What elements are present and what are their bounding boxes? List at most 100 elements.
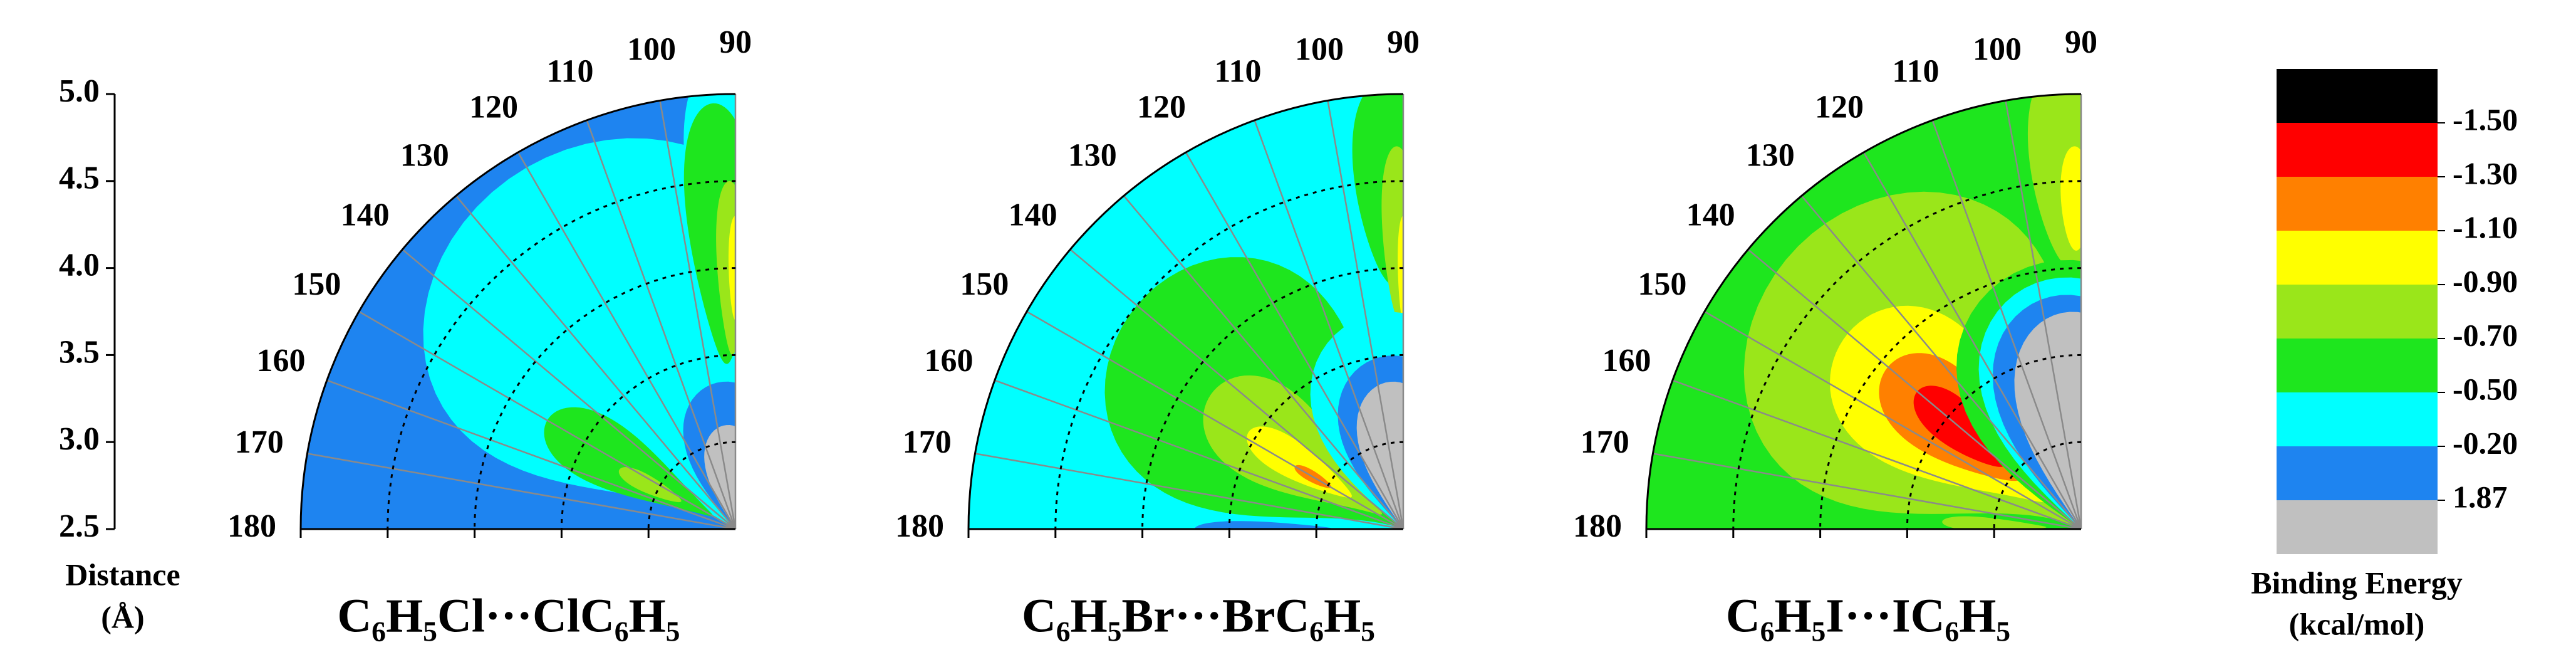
grid-line bbox=[1931, 120, 2082, 530]
r-tick-label: 4.5 bbox=[59, 160, 100, 196]
contour-region bbox=[2014, 312, 2081, 529]
grid-line bbox=[1800, 195, 2082, 530]
colorbar-swatch bbox=[2277, 177, 2438, 231]
angle-tick-label: 140 bbox=[1009, 197, 1057, 233]
colorbar-tick-label: -1.10 bbox=[2453, 209, 2518, 244]
grid-line bbox=[586, 120, 737, 530]
grid-line bbox=[326, 379, 736, 530]
angle-tick-label: 160 bbox=[257, 343, 306, 379]
angle-tick-label: 100 bbox=[1295, 32, 1344, 68]
angle-tick-label: 110 bbox=[546, 53, 593, 89]
angle-tick-label: 120 bbox=[1815, 89, 1864, 125]
r-tick-label: 5.0 bbox=[59, 73, 100, 109]
panel-title: C₆H₅I···IC₆H₅ bbox=[1726, 589, 2010, 642]
grid-line bbox=[358, 310, 736, 530]
angle-tick-label: 180 bbox=[895, 508, 944, 544]
colorbar-tick-label: -0.70 bbox=[2453, 317, 2518, 352]
contour-region bbox=[2060, 146, 2081, 251]
contour-region bbox=[544, 407, 713, 517]
axis-label: (Å) bbox=[101, 599, 144, 634]
axis-label: Distance bbox=[65, 557, 180, 592]
colorbar-tick-label: -0.50 bbox=[2453, 371, 2518, 406]
angle-tick-label: 170 bbox=[235, 424, 284, 460]
contour-region bbox=[704, 425, 735, 529]
outer-arc bbox=[299, 93, 736, 530]
angle-tick-label: 180 bbox=[1573, 508, 1622, 544]
grid-line bbox=[1653, 453, 2082, 530]
angle-tick-label: 140 bbox=[341, 197, 390, 233]
angle-tick-label: 130 bbox=[400, 138, 449, 174]
angle-tick-label: 150 bbox=[1638, 266, 1686, 302]
angle-tick-label: 110 bbox=[1214, 53, 1261, 89]
contour-panel bbox=[301, 94, 735, 529]
angle-tick-label: 90 bbox=[719, 24, 752, 60]
colorbar-title: Binding Energy bbox=[2251, 565, 2463, 600]
grid-circle bbox=[1819, 267, 2082, 530]
colorbar-swatch bbox=[2277, 69, 2438, 123]
angle-tick-label: 150 bbox=[960, 266, 1009, 302]
panel-title: C₆H₅Br···BrC₆H₅ bbox=[1022, 589, 1375, 642]
contour-region bbox=[1356, 381, 1403, 529]
colorbar-tick-label: -1.50 bbox=[2453, 102, 2518, 137]
colorbar-swatch bbox=[2277, 446, 2438, 500]
grid-circle bbox=[474, 267, 736, 530]
grid-line bbox=[1026, 310, 1404, 530]
grid-line bbox=[402, 248, 736, 530]
panel-title: C₆H₅Cl···ClC₆H₅ bbox=[337, 589, 680, 642]
colorbar-tick-label: -1.30 bbox=[2453, 155, 2518, 191]
contour-region bbox=[1194, 521, 1334, 529]
angle-tick-label: 130 bbox=[1746, 138, 1795, 174]
grid-circle bbox=[1732, 180, 2082, 530]
grid-line bbox=[455, 195, 736, 530]
angle-tick-label: 110 bbox=[1892, 53, 1939, 89]
grid-line bbox=[1704, 310, 2082, 530]
r-tick-label: 4.0 bbox=[59, 248, 100, 283]
contour-panel bbox=[1646, 94, 2081, 529]
angle-tick-label: 160 bbox=[925, 343, 974, 379]
grid-circle bbox=[387, 180, 736, 530]
colorbar-tick-label: -0.90 bbox=[2453, 263, 2518, 298]
angle-tick-label: 120 bbox=[469, 89, 518, 125]
grid-line bbox=[994, 379, 1404, 530]
colorbar-tick-label: 1.87 bbox=[2453, 479, 2508, 514]
colorbar-swatch bbox=[2277, 339, 2438, 392]
grid-line bbox=[1327, 100, 1405, 530]
grid-line bbox=[1123, 195, 1404, 530]
outer-arc bbox=[1645, 93, 2082, 530]
grid-circle bbox=[647, 441, 736, 530]
r-tick-label: 3.5 bbox=[59, 334, 100, 370]
colorbar-tick-label: -0.20 bbox=[2453, 425, 2518, 460]
colorbar-swatch bbox=[2277, 123, 2438, 177]
angle-tick-label: 180 bbox=[227, 508, 276, 544]
angle-tick-label: 90 bbox=[1387, 24, 1420, 60]
grid-line bbox=[1862, 152, 2082, 530]
colorbar-swatch bbox=[2277, 231, 2438, 285]
angle-tick-label: 100 bbox=[1973, 32, 2022, 68]
contour-panel bbox=[969, 94, 1403, 529]
grid-circle bbox=[1141, 267, 1404, 530]
outer-arc bbox=[967, 93, 1404, 530]
grid-line bbox=[1254, 120, 1405, 530]
angle-tick-label: 170 bbox=[1581, 424, 1629, 460]
r-tick-label: 2.5 bbox=[59, 508, 100, 544]
grid-line bbox=[1672, 379, 2082, 530]
grid-circle bbox=[1054, 180, 1404, 530]
angle-tick-label: 160 bbox=[1602, 343, 1651, 379]
contour-region bbox=[728, 216, 735, 320]
grid-line bbox=[659, 100, 737, 530]
contour-region bbox=[618, 467, 682, 503]
grid-line bbox=[517, 152, 737, 530]
contour-region bbox=[1942, 516, 2047, 529]
colorbar-swatch bbox=[2277, 285, 2438, 339]
grid-circle bbox=[1993, 441, 2082, 530]
colorbar-swatch bbox=[2277, 392, 2438, 446]
angle-tick-label: 140 bbox=[1686, 197, 1735, 233]
contour-region bbox=[1398, 216, 1403, 320]
grid-circle bbox=[1315, 441, 1404, 530]
grid-line bbox=[975, 453, 1404, 530]
angle-tick-label: 90 bbox=[2065, 24, 2097, 60]
grid-line bbox=[2005, 100, 2082, 530]
angle-tick-label: 100 bbox=[627, 32, 676, 68]
angle-tick-label: 120 bbox=[1137, 89, 1186, 125]
